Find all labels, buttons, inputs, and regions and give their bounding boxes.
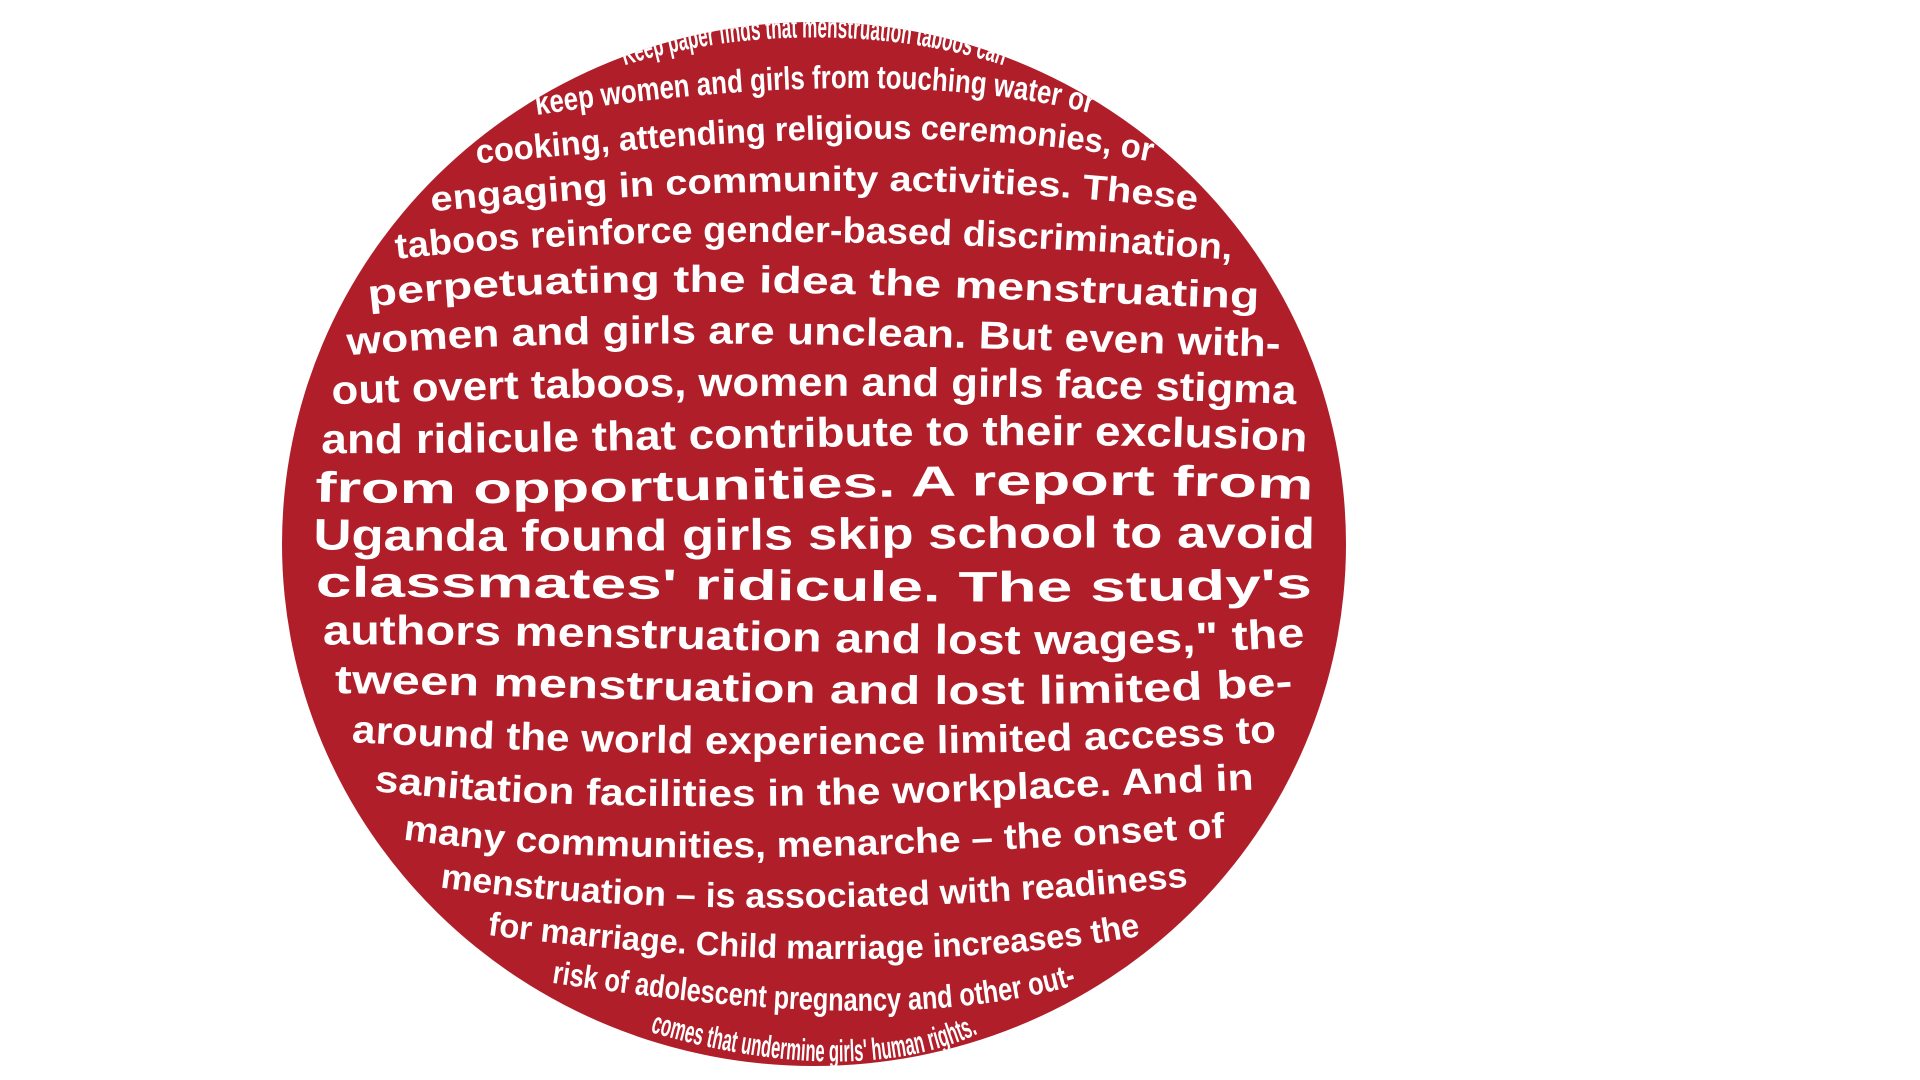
text-line: and ridicule that contribute to their ex… [321,407,1309,462]
text-line: out overt taboos, women and girls face s… [331,360,1298,413]
text-line: authors menstruation and lost wages," th… [323,607,1306,663]
text-line: from opportunities. A report from [315,457,1315,513]
text-line: classmates' ridicule. The study's [316,559,1313,612]
red-sphere [282,22,1346,1066]
text-line: Uganda found girls skip school to avoid [313,508,1315,560]
